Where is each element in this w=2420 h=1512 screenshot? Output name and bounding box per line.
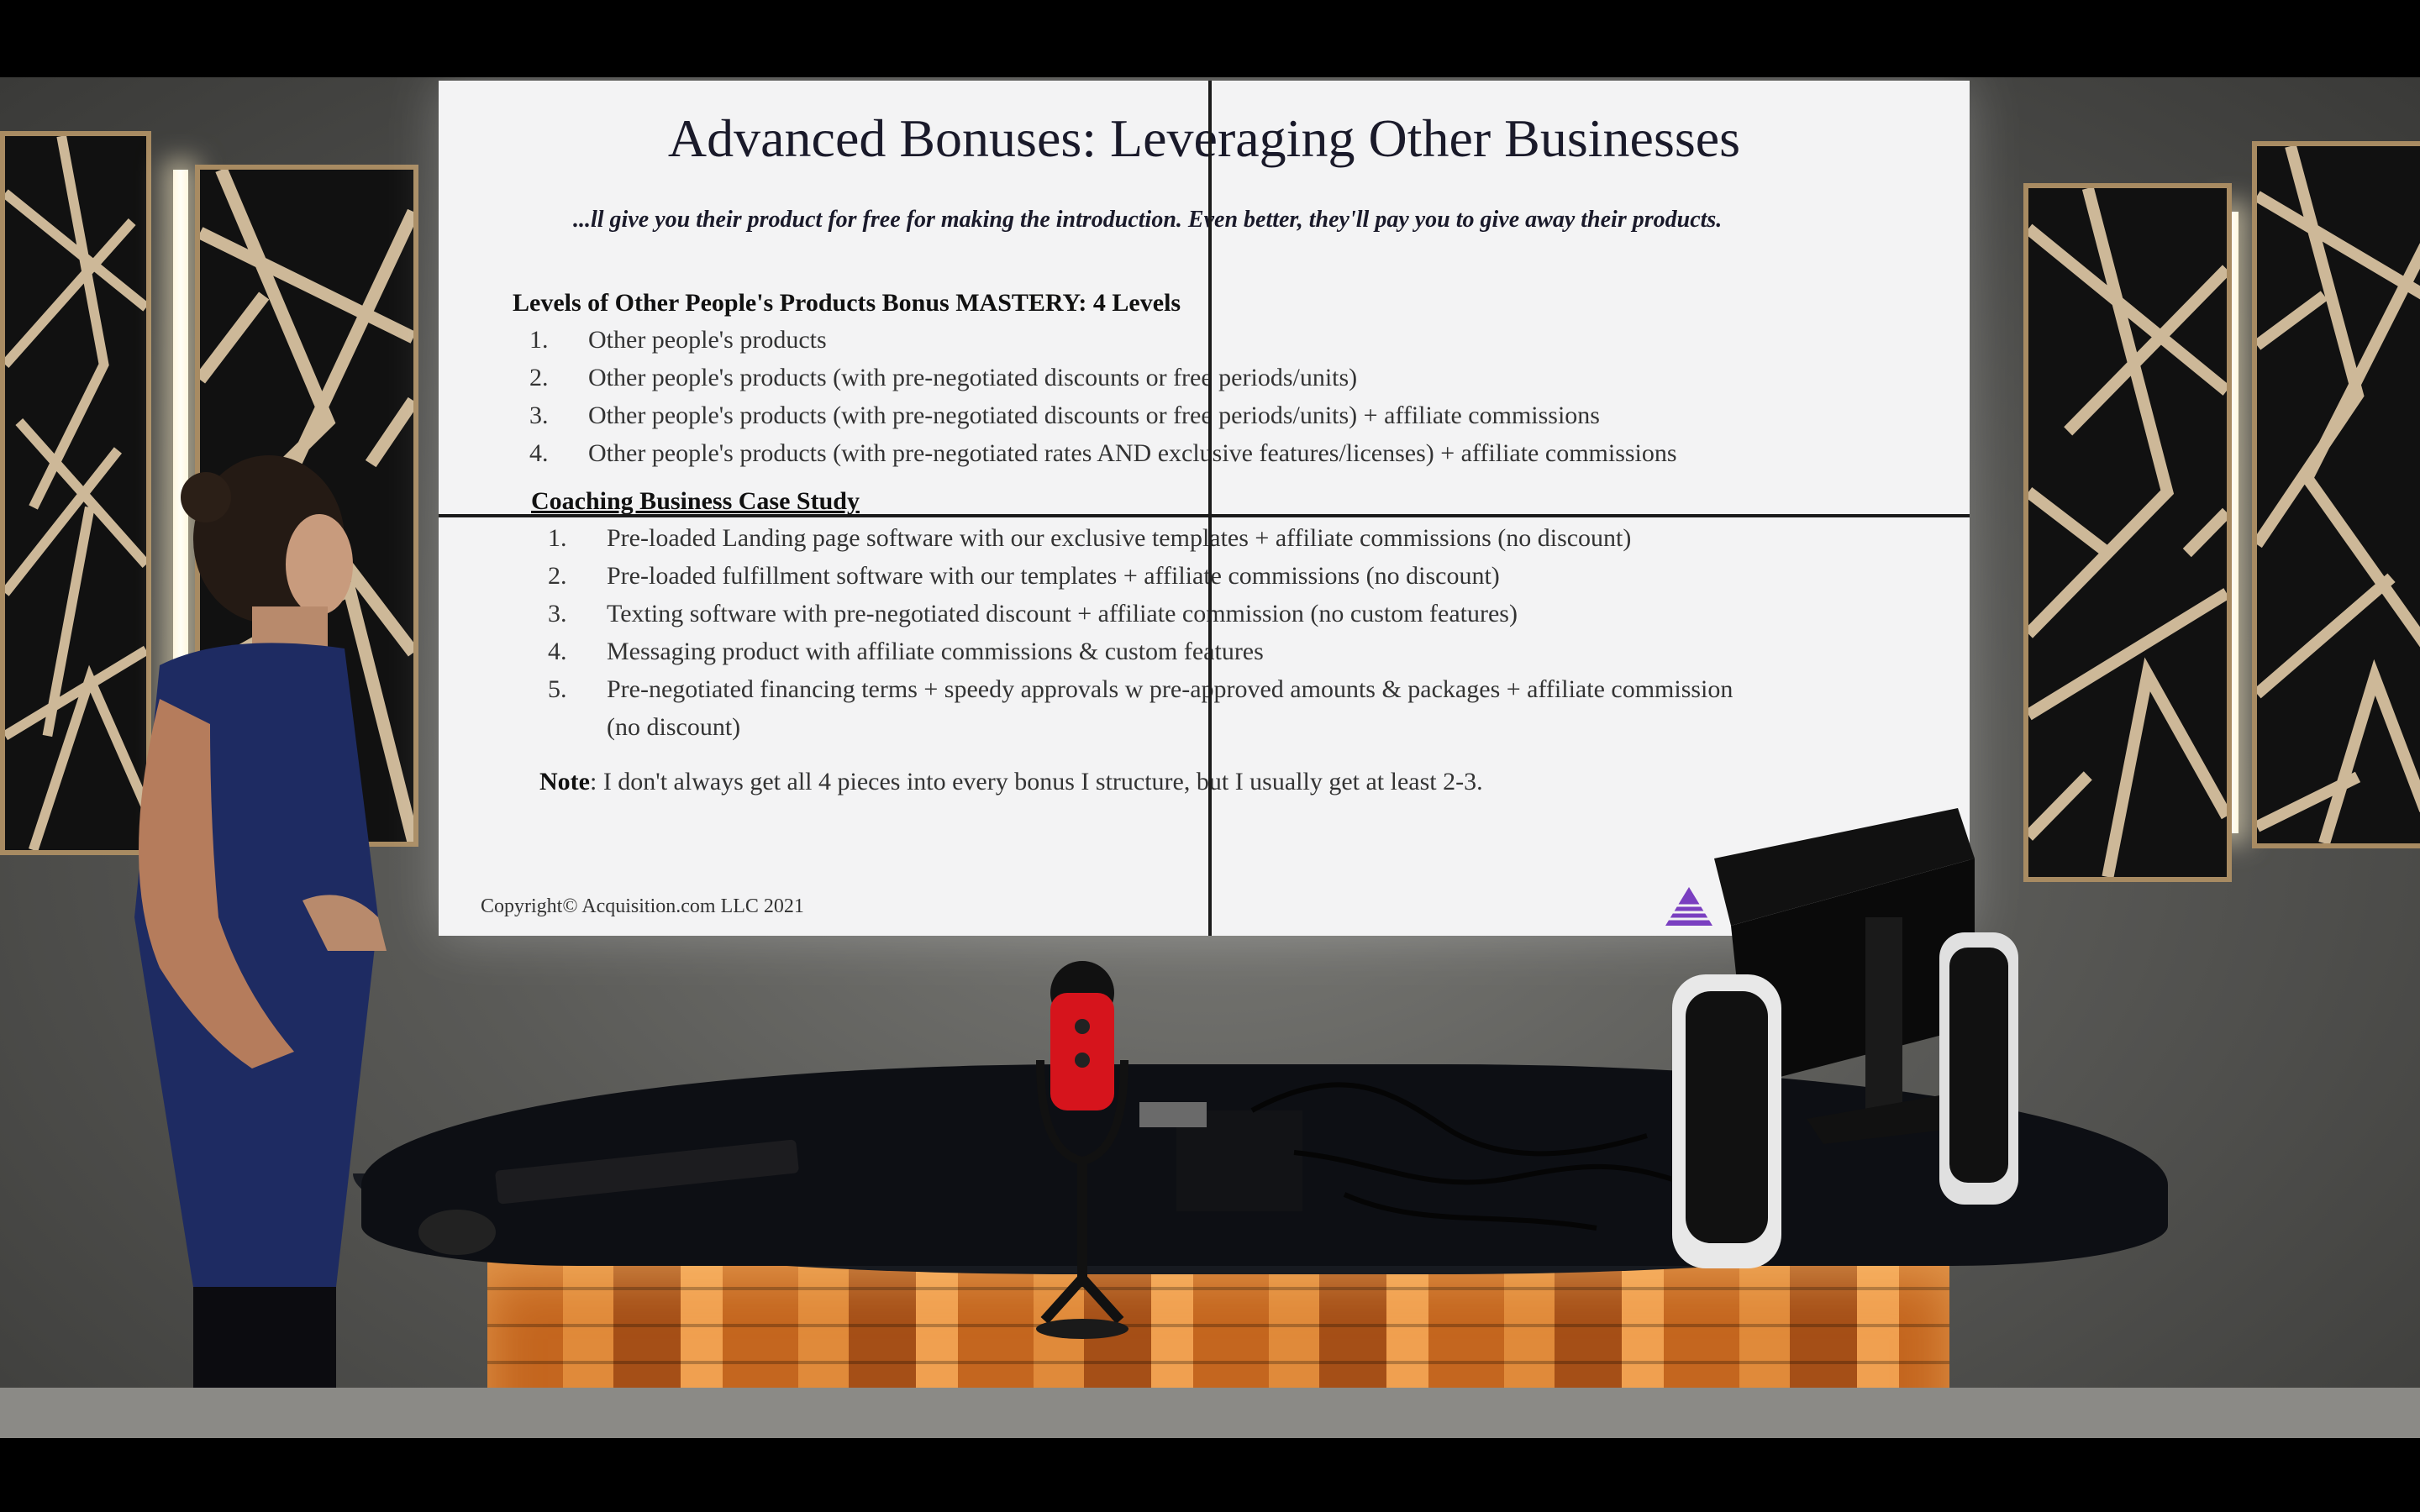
screen-bezel-horizontal bbox=[439, 514, 1970, 517]
letterbox-top bbox=[0, 0, 2420, 77]
list-item: 1. Other people's products bbox=[529, 326, 827, 354]
list-item: 3. Texting software with pre-negotiated d… bbox=[548, 600, 1518, 627]
floor bbox=[0, 1388, 2420, 1438]
list-item: 4. Messaging product with affiliate commi… bbox=[548, 638, 1264, 665]
letterbox-bottom bbox=[0, 1438, 2420, 1512]
section1-list: 1. Other people's products 2. Other people… bbox=[529, 326, 1677, 477]
microphone-icon bbox=[1036, 961, 1128, 1339]
list-item: 2. Other people's products (with pre-nego… bbox=[529, 364, 1358, 391]
list-item: 2. Pre-loaded fulfillment software with o… bbox=[548, 562, 1500, 590]
studio-scene: Advanced Bonuses: Leveraging Other Busin… bbox=[0, 77, 2420, 1438]
list-item: 3. Other people's products (with pre-nego… bbox=[529, 402, 1600, 429]
wall-panel-right bbox=[2023, 183, 2232, 882]
slide-title: Advanced Bonuses: Leveraging Other Busin… bbox=[667, 108, 1741, 168]
desk-cables bbox=[1139, 1082, 1716, 1231]
monitor-icon bbox=[1714, 808, 1975, 1144]
list-item: 5. Pre-negotiated financing terms + speed… bbox=[548, 675, 1733, 703]
speaker-left-icon bbox=[1672, 974, 1781, 1268]
wall-panel-far-left bbox=[0, 131, 151, 855]
section2-heading: Coaching Business Case Study bbox=[531, 487, 860, 515]
list-item: 1. Pre-loaded Landing page software with … bbox=[548, 524, 1632, 552]
screen-bezel-vertical bbox=[1208, 81, 1212, 936]
section2-list: 1. Pre-loaded Landing page software with … bbox=[548, 524, 1733, 751]
acquisition-logo-icon bbox=[1665, 887, 1712, 926]
presentation-screen: Advanced Bonuses: Leveraging Other Busin… bbox=[439, 81, 1970, 936]
slide-copyright: Copyright© Acquisition.com LLC 2021 bbox=[481, 895, 804, 917]
slide-note: Note: I don't always get all 4 pieces in… bbox=[539, 768, 1483, 795]
presenter bbox=[134, 455, 387, 1438]
list-item: (no discount) bbox=[607, 713, 741, 741]
wall-panel-far-right bbox=[2252, 141, 2420, 848]
speaker-right-icon bbox=[1939, 932, 2018, 1205]
mouse bbox=[418, 1210, 496, 1255]
section1-heading: Levels of Other People's Products Bonus … bbox=[513, 289, 1181, 317]
list-item: 4. Other people's products (with pre-nego… bbox=[529, 439, 1677, 467]
slide-subtitle: ...ll give you their product for free fo… bbox=[573, 207, 1723, 233]
